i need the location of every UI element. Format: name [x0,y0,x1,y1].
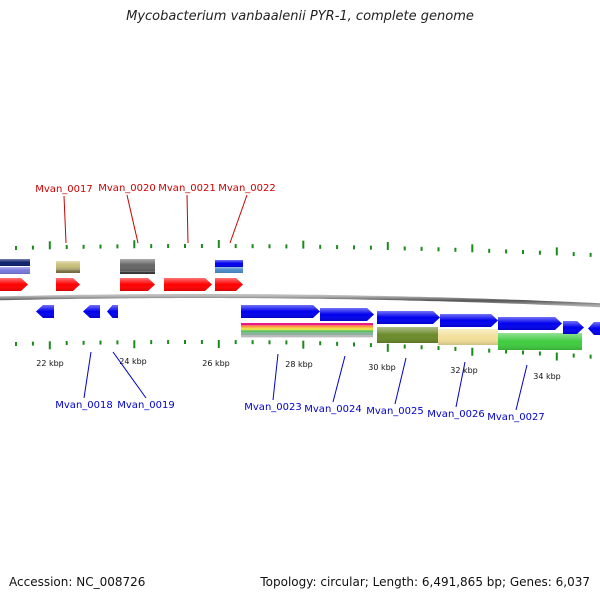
gene-label-bottom: Mvan_0025 [366,406,423,417]
tick-label: 24 kbp [119,357,147,366]
gene-leader-line [455,361,466,408]
gene-arrow-forward-blue-shine [320,308,374,321]
tick-label: 32 kbp [450,366,478,375]
tick-label: 30 kbp [368,363,396,372]
gene-leader-line [332,355,346,403]
gene-arrow-forward-blue-shine [563,321,584,334]
gene-arrow-reverse-shine [83,305,100,318]
gene-arrow-forward-shine [56,278,80,291]
gene-label-bottom: Mvan_0019 [117,400,174,411]
feature-bar-shine [438,329,498,345]
tick-labels: 22 kbp 24 kbp 26 kbp 28 kbp 30 kbp 32 kbp 34 k… [36,357,561,381]
gene-leader-line [186,194,189,244]
tick-label: 22 kbp [36,359,64,368]
backbone-line [0,294,600,308]
tick-marks-bottom [15,340,592,361]
gene-label-top: Mvan_0021 [158,183,215,194]
gene-labels: Mvan_0017 Mvan_0020 Mvan_0021 Mvan_0022 Mvan… [35,183,544,423]
gene-leader-line [272,353,279,401]
gene-arrow-reverse-shine [107,305,118,318]
feature-bar-shine [215,260,243,267]
gene-arrow-forward-shine [0,278,28,291]
gene-leader-line [126,194,139,244]
gene-arrow-reverse-shine [588,322,600,335]
accession-text: Accession: NC_008726 [9,575,146,589]
feature-bar-shine [215,267,243,273]
gene-label-bottom: Mvan_0026 [427,409,484,420]
gene-arrow-forward-shine [215,278,243,291]
feature-stripe [241,332,373,335]
gene-arrow-forward-shine [120,278,155,291]
topology-text: Topology: circular; Length: 6,491,865 bp… [260,575,590,589]
gene-label-top: Mvan_0020 [98,183,155,194]
feature-stripe [241,323,373,326]
gene-label-top: Mvan_0022 [218,183,275,194]
gene-leader-line [83,351,92,399]
tick-label: 34 kbp [533,372,561,381]
feature-bar-shine [0,259,30,266]
gene-arrows [0,278,600,335]
gene-leader-line [515,364,528,411]
gene-leader-line [394,357,407,405]
gene-label-bottom: Mvan_0024 [304,404,361,415]
feature-bars [0,259,582,350]
tick-label: 28 kbp [285,360,313,369]
gene-arrow-forward-blue-shine [440,314,498,327]
feature-bar-shine [498,333,582,350]
feature-stripe [241,327,373,331]
gene-label-top: Mvan_0017 [35,184,92,195]
genome-backbone [0,294,600,308]
feature-bar-shine [56,269,80,273]
gene-leader-line [112,351,147,399]
gene-label-bottom: Mvan_0027 [487,412,544,423]
feature-bar-shine [377,327,438,343]
gene-arrow-reverse-shine [36,305,54,318]
gene-leader-line [63,195,67,244]
feature-bar-shine [120,259,155,271]
gene-label-bottom: Mvan_0023 [244,402,301,413]
gene-leader-line [229,194,248,244]
feature-stripe [241,335,373,338]
feature-stripe [241,330,373,333]
tick-label: 26 kbp [202,359,230,368]
feature-bar-shine [56,261,80,269]
genome-title: Mycobacterium vanbaalenii PYR-1, complet… [126,9,474,24]
gene-arrow-forward-blue-shine [377,311,440,324]
tick-marks-top [15,240,592,257]
feature-bar-shine [120,271,155,274]
gene-arrow-forward-blue-shine [498,317,562,330]
gene-arrow-forward-shine [164,278,212,291]
gene-arrow-forward-blue-shine [241,305,320,318]
gene-label-bottom: Mvan_0018 [55,400,112,411]
feature-bar-shine [0,267,30,274]
feature-stripe [241,325,373,328]
